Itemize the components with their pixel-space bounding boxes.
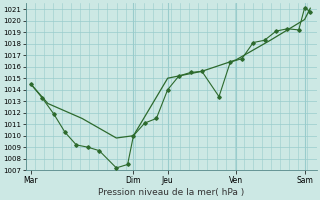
X-axis label: Pression niveau de la mer( hPa ): Pression niveau de la mer( hPa ) bbox=[98, 188, 244, 197]
